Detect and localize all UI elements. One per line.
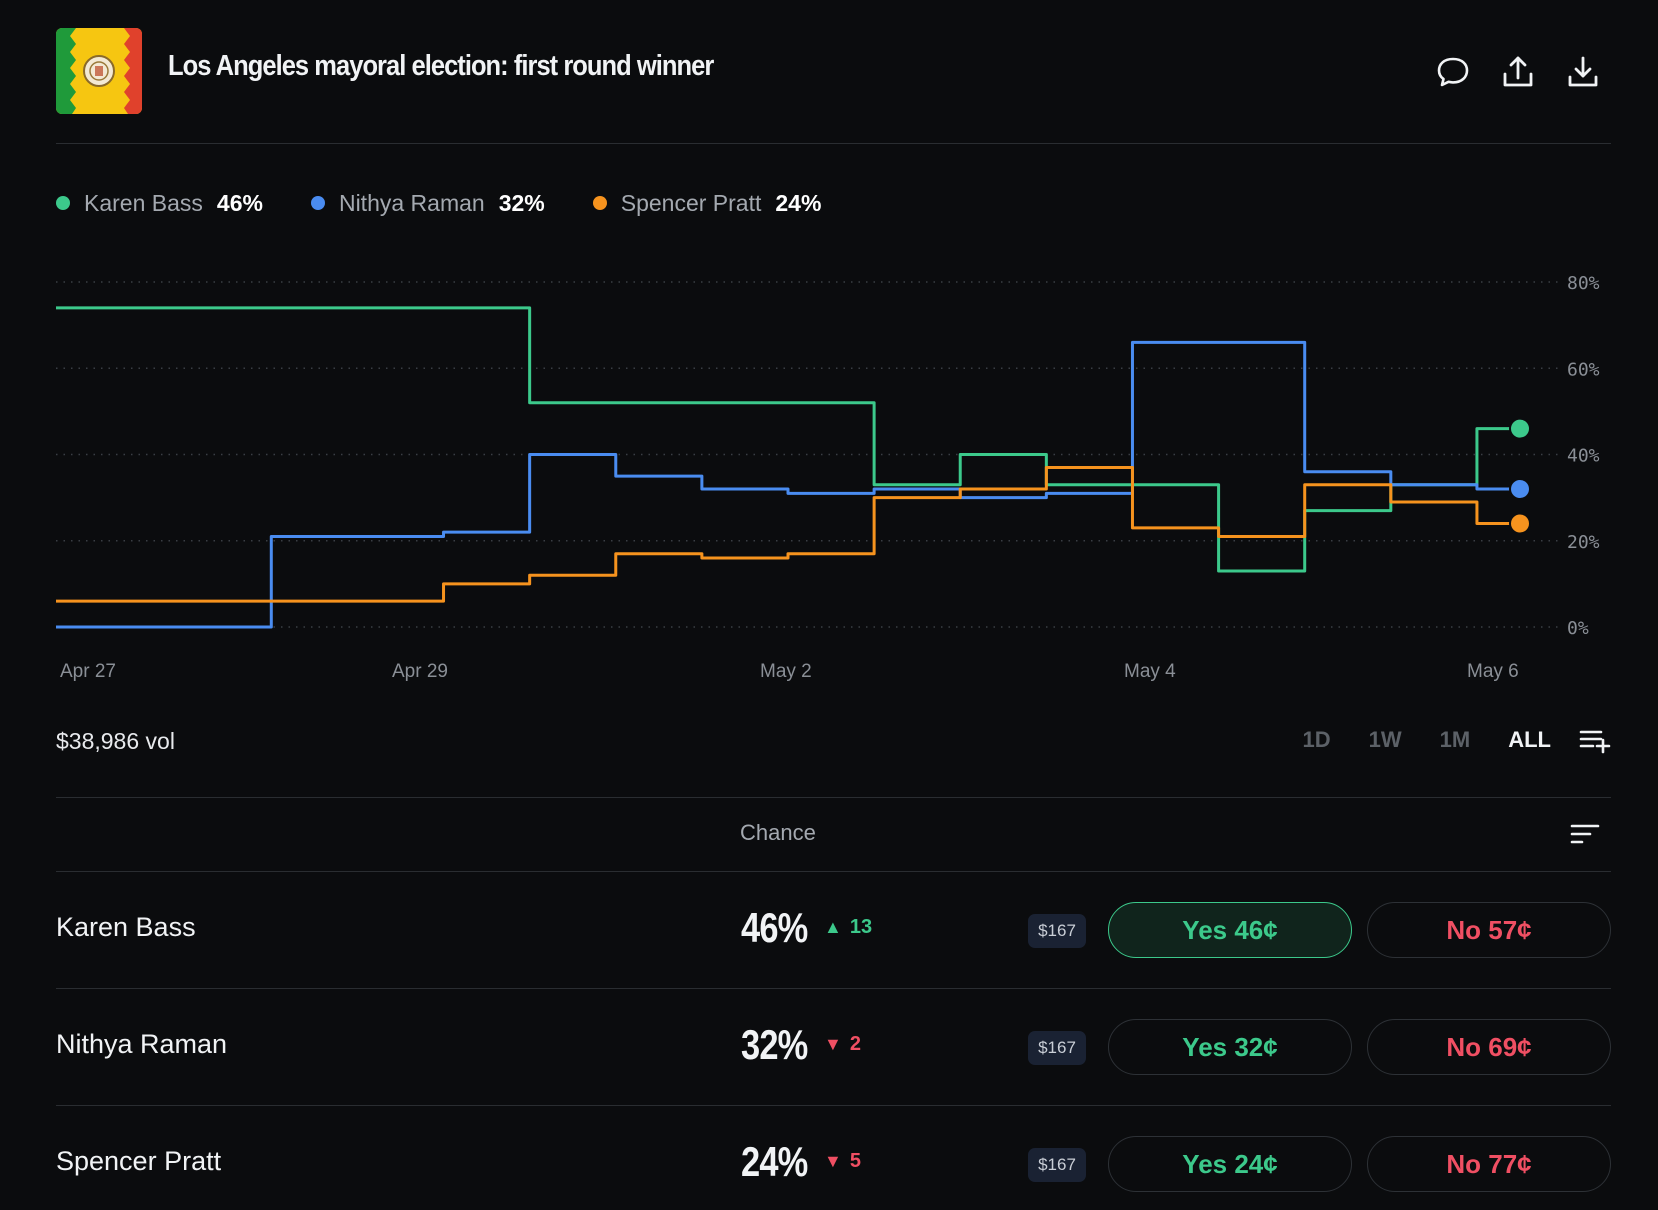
triangle-up-icon: ▲ xyxy=(824,917,842,937)
outcome-name: Spencer Pratt xyxy=(56,1146,222,1176)
chance-change: ▲ 13 xyxy=(824,916,872,939)
chart-legend: Karen Bass 46% Nithya Raman 32% Spencer … xyxy=(56,188,869,218)
divider xyxy=(56,797,1611,798)
time-range-selector: 1D 1W 1M ALL xyxy=(1265,726,1611,754)
legend-label: Spencer Pratt xyxy=(620,189,762,216)
legend-label: Nithya Raman xyxy=(338,189,485,216)
x-tick-label: May 4 xyxy=(1124,661,1176,682)
range-1w-button[interactable]: 1W xyxy=(1368,727,1402,752)
outcome-name: Karen Bass xyxy=(56,912,196,942)
change-value: 5 xyxy=(849,1150,861,1172)
x-tick-label: Apr 29 xyxy=(392,661,448,682)
legend-item-nithya-raman: Nithya Raman 32% xyxy=(310,189,545,217)
outcome-chance: 24% xyxy=(741,1138,808,1185)
buy-yes-button[interactable]: Yes 32¢ xyxy=(1108,1019,1352,1075)
market-title: Los Angeles mayoral election: first roun… xyxy=(168,50,714,82)
legend-value: 32% xyxy=(498,189,545,216)
volume-label: $38,986 vol xyxy=(56,728,175,754)
chance-change: ▼ 5 xyxy=(824,1150,861,1173)
header-divider xyxy=(56,143,1611,144)
change-value: 2 xyxy=(849,1033,861,1055)
legend-item-spencer-pratt: Spencer Pratt 24% xyxy=(592,189,822,217)
price-badge: $167 xyxy=(1028,1148,1086,1182)
row-divider xyxy=(56,1105,1611,1106)
legend-dot xyxy=(592,196,607,210)
chance-change: ▼ 2 xyxy=(824,1033,861,1056)
y-tick-label: 0% xyxy=(1567,618,1589,639)
range-all-button[interactable]: ALL xyxy=(1508,727,1551,752)
y-tick-label: 80% xyxy=(1567,273,1600,294)
buy-no-button[interactable]: No 57¢ xyxy=(1367,902,1611,958)
legend-item-karen-bass: Karen Bass 46% xyxy=(56,190,263,217)
price-history-chart[interactable]: 0% 20% 40% 60% 80% Apr 27 Apr 29 May 2 May 4 May … xyxy=(0,0,1658,700)
outcome-row[interactable]: Spencer Pratt 24% ▼ 5 $167 Yes 24¢ No 77… xyxy=(56,1106,1611,1210)
price-badge: $167 xyxy=(1028,1031,1086,1065)
buy-yes-button[interactable]: Yes 46¢ xyxy=(1108,902,1352,958)
outcome-chance: 46% xyxy=(741,904,808,951)
download-icon[interactable] xyxy=(1565,54,1601,90)
y-tick-label: 40% xyxy=(1567,446,1600,467)
legend-dot xyxy=(56,196,70,210)
series-endpoint-nithya-raman xyxy=(1509,478,1531,500)
series-line-spencer-pratt xyxy=(56,465,1520,603)
outcome-row[interactable]: Nithya Raman 32% ▼ 2 $167 Yes 32¢ No 69¢ xyxy=(56,989,1611,1106)
chart-settings-icon[interactable] xyxy=(1579,726,1611,754)
market-page: Los Angeles mayoral election: first roun… xyxy=(56,0,1611,1210)
x-tick-label: May 2 xyxy=(760,661,812,682)
range-1d-button[interactable]: 1D xyxy=(1302,727,1331,752)
outcome-row[interactable]: Karen Bass 46% ▲ 13 $167 Yes 46¢ No 57¢ xyxy=(56,872,1611,989)
buy-yes-button[interactable]: Yes 24¢ xyxy=(1108,1136,1352,1192)
legend-dot xyxy=(310,196,325,210)
series-line-nithya-raman xyxy=(56,340,1520,629)
la-flag-logo xyxy=(56,28,142,114)
series-line-karen-bass xyxy=(56,306,1520,573)
y-tick-label: 60% xyxy=(1567,359,1600,380)
buy-no-button[interactable]: No 69¢ xyxy=(1367,1019,1611,1075)
divider xyxy=(56,871,1611,872)
buy-no-button[interactable]: No 77¢ xyxy=(1367,1136,1611,1192)
legend-value: 46% xyxy=(216,189,263,216)
legend-value: 24% xyxy=(775,189,822,216)
outcome-chance: 32% xyxy=(741,1021,808,1068)
chance-column-header: Chance xyxy=(740,820,816,845)
price-badge: $167 xyxy=(1028,914,1086,948)
outcome-name: Nithya Raman xyxy=(56,1029,228,1059)
market-header: Los Angeles mayoral election: first roun… xyxy=(56,28,1611,116)
triangle-down-icon: ▼ xyxy=(824,1151,842,1171)
triangle-down-icon: ▼ xyxy=(824,1034,842,1054)
y-tick-label: 20% xyxy=(1567,532,1600,553)
legend-label: Karen Bass xyxy=(84,189,203,216)
x-tick-label: May 6 xyxy=(1467,661,1519,682)
series-endpoint-spencer-pratt xyxy=(1509,512,1531,535)
series-endpoint-karen-bass xyxy=(1509,417,1531,440)
row-divider xyxy=(56,988,1611,989)
change-value: 13 xyxy=(849,916,873,938)
sort-icon[interactable] xyxy=(1569,820,1601,848)
share-icon[interactable] xyxy=(1500,54,1536,90)
range-1m-button[interactable]: 1M xyxy=(1439,727,1471,752)
comment-icon[interactable] xyxy=(1435,54,1471,90)
x-tick-label: Apr 27 xyxy=(60,661,116,682)
